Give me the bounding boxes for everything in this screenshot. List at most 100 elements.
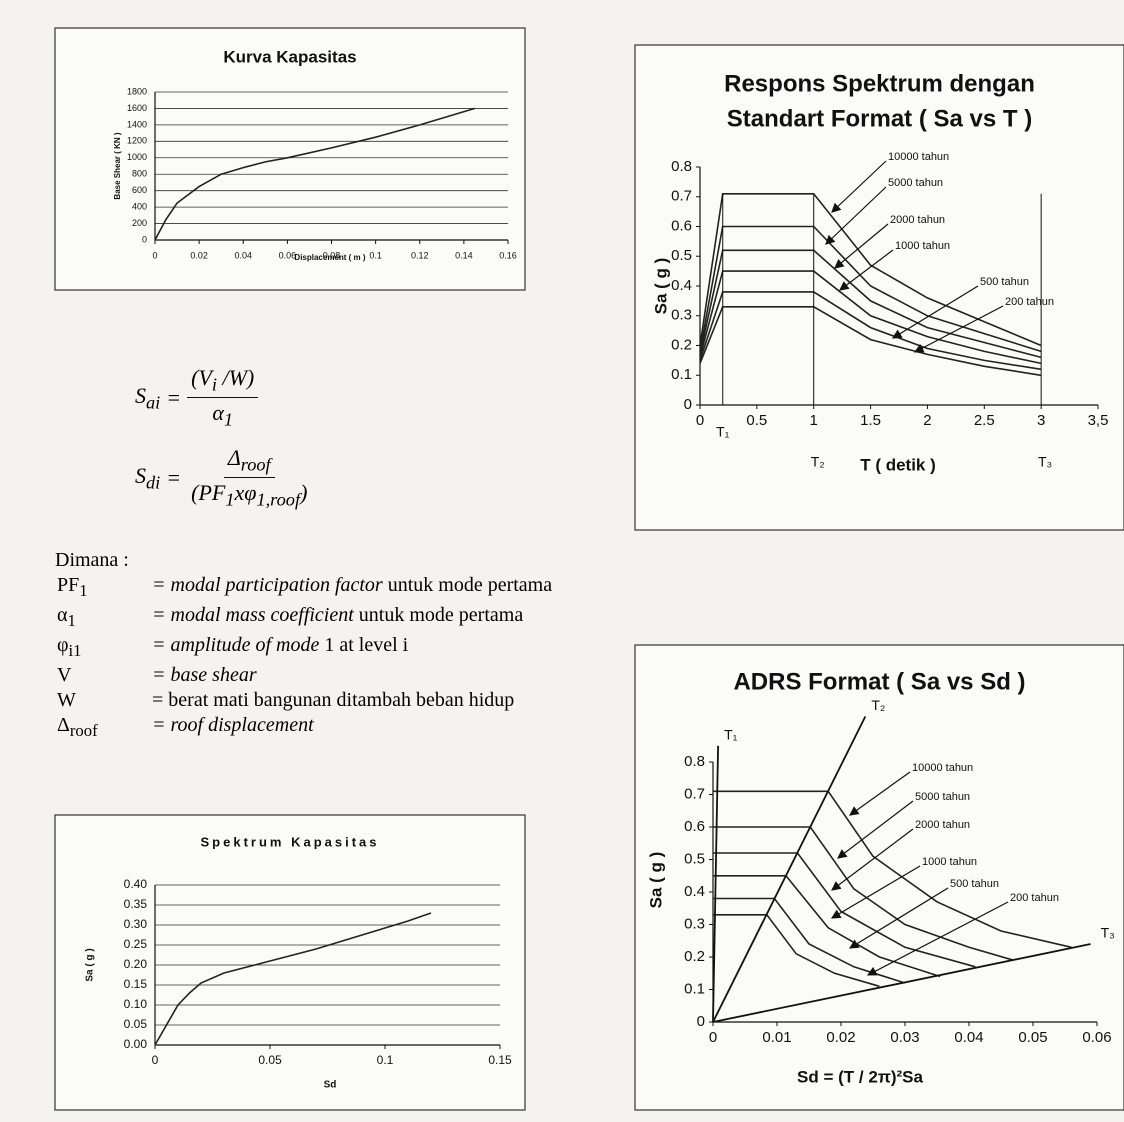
x-tick-label: 0.04 (954, 1029, 983, 1046)
series-label: 10000 tahun (912, 762, 973, 774)
y-tick-label: 800 (132, 169, 147, 179)
formula-subscript: 1 (225, 490, 234, 510)
y-tick-label: 0.30 (124, 917, 148, 931)
definition-italic: = modal mass coefficient (152, 604, 354, 626)
definitions-heading: Dimana : (55, 548, 552, 573)
x-tick-label: 3,5 (1088, 412, 1109, 429)
chart-title: Respons Spektrum dengan (724, 70, 1035, 97)
y-tick-label: 0.8 (684, 753, 705, 770)
series-label: 5000 tahun (888, 177, 943, 189)
y-tick-label: 1000 (127, 152, 147, 162)
y-tick-label: 0.05 (124, 1017, 148, 1031)
period-label: T₃ (1038, 454, 1052, 470)
x-tick-label: 0.14 (455, 250, 473, 260)
numerator: Δroof (224, 445, 275, 478)
period-label: T₁ (724, 726, 738, 742)
chart-title: Standart Format ( Sa vs T ) (727, 105, 1032, 132)
formula-subscript: 1,roof (256, 490, 300, 510)
term-symbol: α (57, 604, 67, 626)
term-symbol: V (57, 664, 71, 686)
formula-text: xφ (235, 480, 257, 505)
y-tick-label: 200 (132, 218, 147, 228)
term: V (55, 663, 152, 688)
y-tick-label: 0.15 (124, 977, 148, 991)
formula-text: (V (191, 365, 212, 390)
x-tick-label: 0.05 (1018, 1029, 1047, 1046)
x-tick-label: 0.02 (190, 250, 208, 260)
definition: = modal participation factor untuk mode … (152, 573, 552, 603)
period-label: T₃ (1101, 925, 1115, 941)
y-tick-label: 0.1 (671, 366, 692, 383)
x-tick-label: 0.1 (377, 1053, 394, 1067)
page: {"chart_data":[ {"type":"line","title":[… (0, 0, 1124, 1122)
x-tick-label: 0 (152, 1053, 159, 1067)
term-subscript: i1 (69, 641, 82, 660)
y-axis-label: Sa ( g ) (646, 852, 665, 909)
series-label: 1000 tahun (895, 240, 950, 252)
x-tick-label: 0.05 (258, 1053, 282, 1067)
definition-italic: = modal participation factor (152, 574, 383, 596)
y-tick-label: 600 (132, 185, 147, 195)
y-tick-label: 0 (684, 396, 692, 413)
definition-row: α1= modal mass coefficient untuk mode pe… (55, 603, 552, 633)
x-tick-label: 0.1 (369, 250, 382, 260)
term: α1 (55, 603, 152, 633)
x-tick-label: 0.02 (826, 1029, 855, 1046)
chart-title: Spektrum Kapasitas (201, 834, 380, 849)
term: W (55, 688, 152, 713)
y-tick-label: 0.00 (124, 1037, 148, 1051)
y-tick-label: 0.40 (124, 877, 148, 891)
formula-equals: = (166, 385, 181, 411)
y-tick-label: 1400 (127, 119, 147, 129)
y-tick-label: 0.25 (124, 937, 148, 951)
term-subscript: 1 (79, 581, 87, 600)
term: Δroof (55, 713, 152, 743)
formula: Sdi=Δroof(PF1xφ1,roof) (135, 445, 311, 511)
y-tick-label: 0.8 (671, 158, 692, 175)
y-tick-label: 0.3 (684, 915, 705, 932)
y-tick-label: 1200 (127, 136, 147, 146)
formula-lhs: Sai (135, 383, 160, 413)
definitions: Dimana : PF1= modal participation factor… (55, 548, 552, 743)
formula-text: ) (300, 480, 307, 505)
x-tick-label: 0 (696, 412, 704, 429)
definition-italic: = roof displacement (152, 714, 314, 736)
formula-text: α (212, 400, 224, 425)
x-tick-label: 0 (152, 250, 157, 260)
y-tick-label: 400 (132, 201, 147, 211)
period-label: T₂ (811, 454, 825, 470)
period-label: T₁ (716, 424, 730, 440)
definition-row: V = base shear (55, 663, 552, 688)
definition-text: = berat mati bangunan ditambah beban hid… (152, 689, 514, 711)
definition-text: untuk mode pertama (383, 574, 552, 596)
fraction: (Vi /W)α1 (187, 365, 258, 431)
fraction: Δroof(PF1xφ1,roof) (187, 445, 311, 511)
y-axis-label: Base Shear ( KN ) (113, 132, 122, 199)
x-tick-label: 2 (923, 412, 931, 429)
y-tick-label: 1800 (127, 86, 147, 96)
y-tick-label: 0.5 (684, 850, 705, 867)
y-tick-label: 0.2 (684, 948, 705, 965)
formula-text: Δ (228, 445, 241, 470)
formula-symbol: S (135, 383, 146, 408)
series-label: 1000 tahun (922, 856, 977, 868)
definition-row: PF1= modal participation factor untuk mo… (55, 573, 552, 603)
term: PF1 (55, 573, 152, 603)
y-tick-label: 0.4 (684, 883, 705, 900)
definition-row: φi1= amplitude of mode 1 at level i (55, 633, 552, 663)
definition-text: untuk mode pertama (354, 604, 523, 626)
y-tick-label: 1600 (127, 103, 147, 113)
period-label: T₂ (871, 697, 885, 713)
x-tick-label: 0.04 (234, 250, 252, 260)
term-symbol: W (57, 689, 76, 711)
x-axis-label: Sd = (T / 2π)²Sa (797, 1067, 923, 1086)
x-tick-label: 0.16 (499, 250, 517, 260)
y-tick-label: 0.7 (671, 188, 692, 205)
definition-text: 1 at level i (319, 634, 408, 656)
y-axis-label: Sa ( g ) (85, 948, 96, 981)
y-tick-label: 0.35 (124, 897, 148, 911)
series-label: 10000 tahun (888, 151, 949, 163)
formula-subscript: ai (146, 392, 160, 412)
definition: = base shear (152, 663, 257, 688)
definition-italic: = amplitude of mode (152, 634, 319, 656)
